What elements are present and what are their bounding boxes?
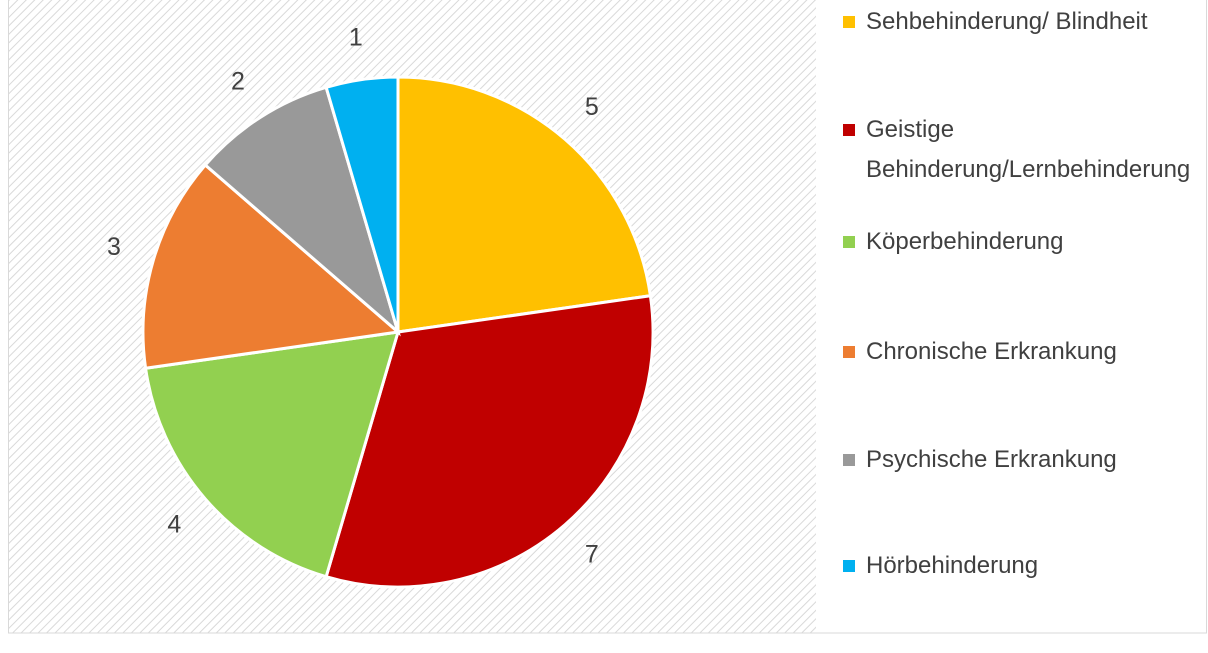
legend-item: Hörbehinderung (830, 546, 1200, 586)
legend-label: Köperbehinderung (866, 228, 1064, 255)
pie-slice (396, 75, 653, 334)
legend-item: Chronische Erkrankung (830, 332, 1200, 372)
legend-label: Hörbehinderung (866, 552, 1039, 579)
legend-label: Sehbehinderung/ Blindheit (866, 8, 1148, 35)
legend-item: Sehbehinderung/ Blindheit (830, 2, 1200, 42)
chart-border (8, 0, 1207, 634)
pie-slice (324, 294, 655, 589)
data-label: 7 (585, 540, 599, 568)
legend-label: Geistige Behinderung/Lernbehinderung (866, 116, 1191, 183)
legend-swatch (843, 236, 855, 248)
legend-item: Köperbehinderung (830, 222, 1200, 262)
data-label: 4 (167, 510, 181, 538)
pie-slice (143, 330, 401, 579)
data-label: 2 (231, 68, 245, 96)
data-label: 3 (107, 233, 121, 261)
data-label: 5 (585, 93, 599, 121)
legend-item: Geistige Behinderung/Lernbehinderung (830, 110, 1200, 190)
legend-swatch (843, 454, 855, 466)
legend-swatch (843, 346, 855, 358)
legend-swatch (843, 124, 855, 136)
legend-label: Psychische Erkrankung (866, 446, 1117, 473)
data-label: 1 (349, 24, 363, 52)
pie-slice (324, 75, 400, 333)
legend-label: Chronische Erkrankung (866, 338, 1117, 365)
legend-swatch (843, 560, 855, 572)
pie-slice (203, 85, 401, 337)
pie-slice (141, 162, 402, 370)
legend-item: Psychische Erkrankung (830, 440, 1200, 480)
legend-swatch (843, 16, 855, 28)
